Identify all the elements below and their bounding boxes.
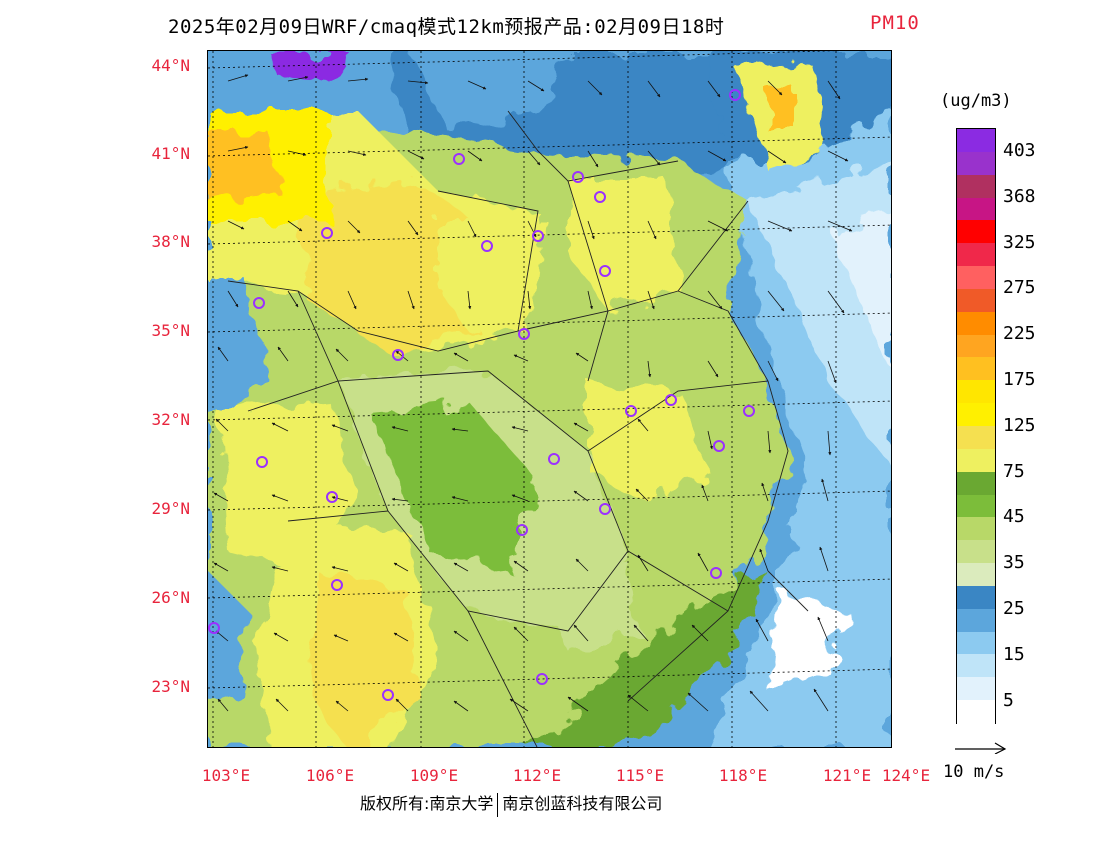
station-marker bbox=[516, 524, 528, 536]
wind-vectors bbox=[213, 74, 853, 712]
lat-label-44: 44°N bbox=[151, 56, 190, 75]
lat-label-41: 41°N bbox=[151, 144, 190, 163]
colorbar-segment bbox=[957, 448, 995, 473]
station-marker bbox=[536, 673, 548, 685]
lon-label-103: 103°E bbox=[201, 766, 251, 785]
colorbar-segment bbox=[957, 151, 995, 176]
station-marker bbox=[599, 265, 611, 277]
colorbar-segment bbox=[957, 700, 995, 724]
colorbar-tick-label: 275 bbox=[1003, 277, 1036, 299]
lon-label-121: 121°E bbox=[822, 766, 872, 785]
colorbar-tick-label: 25 bbox=[1003, 598, 1025, 619]
station-marker bbox=[392, 349, 404, 361]
colorbar-segment bbox=[957, 311, 995, 336]
station-marker bbox=[382, 689, 394, 701]
colorbar-segment bbox=[957, 608, 995, 633]
lon-label-109: 109°E bbox=[409, 766, 459, 785]
station-marker bbox=[548, 453, 560, 465]
station-marker bbox=[518, 328, 530, 340]
colorbar-tick-label: 45 bbox=[1003, 506, 1025, 528]
forecast-map bbox=[207, 50, 892, 748]
station-marker bbox=[710, 567, 722, 579]
copyright-right: 南京创蓝科技有限公司 bbox=[502, 794, 663, 813]
colorbar-segment bbox=[957, 288, 995, 313]
station-marker bbox=[713, 440, 725, 452]
colorbar-tick-label: 225 bbox=[1003, 323, 1036, 345]
colorbar-segment bbox=[957, 563, 995, 587]
variable-name: PM10 bbox=[870, 12, 920, 34]
colorbar-segment bbox=[957, 654, 995, 678]
lon-label-118: 118°E bbox=[718, 766, 768, 785]
colorbar-tick-label: 75 bbox=[1003, 460, 1025, 482]
lon-label-112: 112°E bbox=[512, 766, 562, 785]
station-marker bbox=[729, 89, 741, 101]
colorbar-segment bbox=[957, 631, 995, 656]
colorbar-tick-label: 15 bbox=[1003, 643, 1025, 665]
station-marker bbox=[481, 240, 493, 252]
lat-label-35: 35°N bbox=[151, 321, 190, 340]
station-marker bbox=[594, 191, 606, 203]
colorbar-segment bbox=[957, 243, 995, 267]
station-marker bbox=[208, 622, 220, 634]
province-borders bbox=[227, 110, 809, 747]
colorbar-tick-label: 368 bbox=[1003, 185, 1036, 207]
colorbar-tick-label: 5 bbox=[1003, 689, 1014, 711]
lon-label-115: 115°E bbox=[615, 766, 665, 785]
city-markers bbox=[208, 89, 755, 701]
colorbar-tick-label: 403 bbox=[1003, 140, 1036, 161]
graticule bbox=[208, 51, 891, 747]
colorbar-segment bbox=[957, 517, 995, 541]
lon-label-106: 106°E bbox=[305, 766, 355, 785]
footer-divider bbox=[497, 792, 499, 817]
lat-label-29: 29°N bbox=[151, 499, 190, 518]
colorbar-segment bbox=[957, 494, 995, 518]
colorbar-segment bbox=[957, 197, 995, 221]
colorbar-segment bbox=[957, 129, 995, 153]
station-marker bbox=[321, 227, 333, 239]
station-marker bbox=[625, 405, 637, 417]
colorbar-segment bbox=[957, 174, 995, 199]
colorbar-segment bbox=[957, 334, 995, 359]
colorbar-tick-label: 325 bbox=[1003, 231, 1036, 253]
colorbar-segment bbox=[957, 380, 995, 404]
colorbar-segment bbox=[957, 540, 995, 564]
pm10-field bbox=[208, 51, 891, 747]
station-marker bbox=[599, 503, 611, 515]
title-bar: 2025年02月09日WRF/cmaq模式12km预报产品:02月09日18时 … bbox=[0, 12, 1100, 42]
lat-label-32: 32°N bbox=[151, 410, 190, 429]
product-title: 2025年02月09日WRF/cmaq模式12km预报产品:02月09日18时 bbox=[168, 16, 725, 38]
colorbar-tick-label: 175 bbox=[1003, 369, 1036, 390]
lon-label-124: 124°E bbox=[881, 766, 931, 785]
colorbar-segment bbox=[957, 426, 995, 450]
station-marker bbox=[253, 297, 265, 309]
copyright-left: 版权所有:南京大学 bbox=[360, 794, 494, 813]
wind-reference-arrow bbox=[955, 742, 1007, 754]
colorbar-segment bbox=[957, 266, 995, 290]
station-marker bbox=[326, 491, 338, 503]
wind-reference-label: 10 m/s bbox=[943, 762, 1005, 782]
colorbar-tick-label: 125 bbox=[1003, 414, 1036, 436]
lat-label-38: 38°N bbox=[151, 232, 190, 251]
colorbar bbox=[956, 128, 996, 724]
station-marker bbox=[572, 171, 584, 183]
colorbar-tick-label: 35 bbox=[1003, 552, 1025, 574]
colorbar-segment bbox=[957, 403, 995, 427]
station-marker bbox=[743, 405, 755, 417]
colorbar-segment bbox=[957, 585, 995, 610]
copyright-footer: 版权所有:南京大学 南京创蓝科技有限公司 bbox=[360, 790, 662, 817]
station-marker bbox=[665, 394, 677, 406]
colorbar-segment bbox=[957, 677, 995, 701]
station-marker bbox=[331, 579, 343, 591]
lat-label-23: 23°N bbox=[151, 677, 190, 696]
colorbar-segment bbox=[957, 471, 995, 496]
station-marker bbox=[256, 456, 268, 468]
colorbar-segment bbox=[957, 220, 995, 244]
station-marker bbox=[532, 230, 544, 242]
colorbar-segment bbox=[957, 357, 995, 381]
map-svg bbox=[208, 51, 891, 747]
colorbar-unit: (ug/m3) bbox=[940, 91, 1012, 111]
station-marker bbox=[453, 153, 465, 165]
lat-label-26: 26°N bbox=[151, 588, 190, 607]
